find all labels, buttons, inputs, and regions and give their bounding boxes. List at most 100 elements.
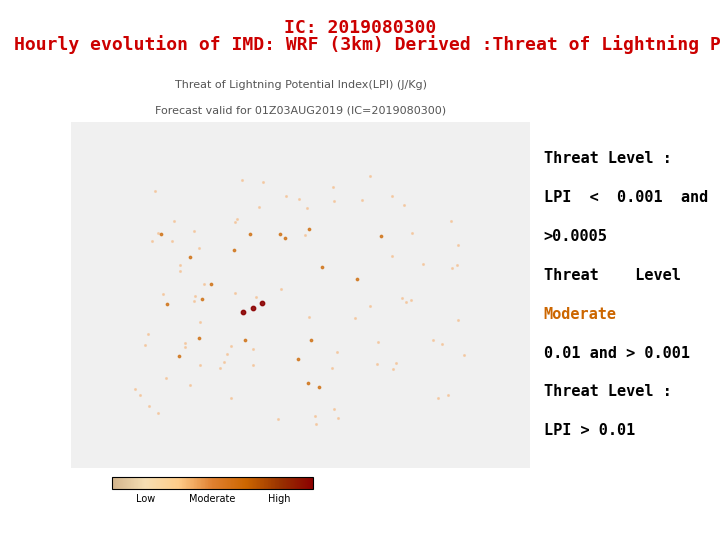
Point <box>193 334 204 342</box>
Point <box>328 405 339 414</box>
Point <box>174 267 186 276</box>
Text: >0.0005: >0.0005 <box>544 229 608 244</box>
Point <box>205 280 217 289</box>
Point <box>222 349 233 358</box>
Point <box>351 275 363 284</box>
Point <box>238 307 249 316</box>
Text: Threat of Lightning Potential Index(LPI) (J/Kg): Threat of Lightning Potential Index(LPI)… <box>175 80 426 90</box>
Point <box>218 357 230 366</box>
Point <box>398 201 410 210</box>
Point <box>143 402 154 410</box>
Text: Threat Level :: Threat Level : <box>544 151 680 166</box>
Point <box>214 363 225 372</box>
Point <box>292 354 304 363</box>
Point <box>225 394 236 403</box>
Text: Moderate: Moderate <box>544 307 616 322</box>
Point <box>280 192 292 200</box>
Text: 0.01 and > 0.001: 0.01 and > 0.001 <box>544 346 690 361</box>
Point <box>157 290 168 299</box>
Point <box>244 230 256 239</box>
Point <box>166 237 178 246</box>
Point <box>174 260 186 269</box>
Text: IC: 2019080300: IC: 2019080300 <box>284 19 436 37</box>
Point <box>442 391 454 400</box>
Point <box>390 358 402 367</box>
Point <box>303 225 315 233</box>
Point <box>250 293 261 301</box>
Point <box>229 289 240 298</box>
Bar <box>71 122 531 468</box>
Point <box>152 229 163 238</box>
Point <box>405 295 417 304</box>
Point <box>247 303 258 312</box>
Point <box>300 230 311 239</box>
Point <box>179 339 191 348</box>
Point <box>418 260 429 269</box>
Point <box>147 237 158 246</box>
Text: Threat Level :: Threat Level : <box>544 384 680 400</box>
Point <box>253 203 264 212</box>
Point <box>427 336 438 345</box>
Point <box>247 345 258 354</box>
Point <box>179 342 191 351</box>
Point <box>275 285 287 294</box>
Point <box>189 296 200 305</box>
Point <box>248 361 259 370</box>
Point <box>375 232 387 241</box>
Point <box>387 365 399 374</box>
Point <box>139 341 150 349</box>
Point <box>452 241 464 249</box>
Point <box>349 313 361 322</box>
Point <box>230 218 241 227</box>
Point <box>188 226 199 235</box>
Point <box>458 351 469 360</box>
Point <box>256 299 268 308</box>
Point <box>396 294 408 303</box>
Point <box>331 348 343 356</box>
Point <box>310 420 322 428</box>
Point <box>161 300 173 308</box>
Point <box>236 176 248 184</box>
Point <box>168 217 180 226</box>
Point <box>129 384 140 393</box>
Point <box>225 342 237 350</box>
Text: Forecast valid for 01Z03AUG2019 (IC=2019080300): Forecast valid for 01Z03AUG2019 (IC=2019… <box>155 105 446 116</box>
Point <box>173 351 184 360</box>
Point <box>193 244 204 252</box>
Point <box>134 391 145 400</box>
Point <box>184 252 196 261</box>
Point <box>386 192 397 200</box>
Text: LPI  <  0.001  and: LPI < 0.001 and <box>544 190 708 205</box>
Point <box>452 316 464 325</box>
Point <box>364 172 376 181</box>
Point <box>364 302 376 310</box>
Point <box>372 338 384 346</box>
Point <box>279 234 291 242</box>
Point <box>272 415 284 423</box>
Text: Threat    Level    :: Threat Level : <box>544 268 720 283</box>
Point <box>386 251 397 260</box>
Point <box>372 360 383 369</box>
Point <box>152 408 163 417</box>
Point <box>184 381 196 389</box>
Point <box>258 178 269 187</box>
Point <box>436 340 448 348</box>
Point <box>446 264 457 272</box>
Point <box>274 230 285 238</box>
Point <box>313 382 325 391</box>
Point <box>189 292 201 301</box>
Point <box>400 298 412 306</box>
Point <box>451 261 462 270</box>
Point <box>149 186 161 195</box>
Point <box>232 214 243 223</box>
Point <box>302 204 313 212</box>
Point <box>356 195 368 204</box>
Point <box>143 329 154 338</box>
Point <box>406 229 418 238</box>
Point <box>329 197 341 206</box>
Point <box>306 336 318 345</box>
Point <box>317 262 328 271</box>
Point <box>445 217 456 226</box>
Point <box>432 393 444 402</box>
Point <box>293 195 305 204</box>
